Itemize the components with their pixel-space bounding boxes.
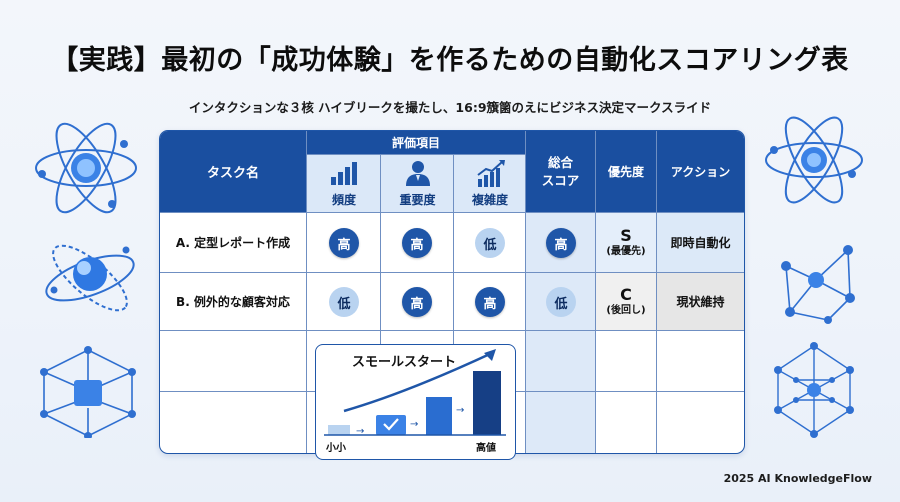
page-title: 【実践】最初の「成功体験」を作るための自動化スコアリング表: [51, 45, 849, 76]
orb-icon: [45, 244, 135, 312]
empty-cell: [657, 392, 744, 453]
row-a-action: 即時自動化: [670, 236, 731, 250]
empty-cell: [160, 331, 307, 392]
empty-cell: [596, 331, 657, 392]
score-badge: 高: [546, 228, 576, 258]
row-b-priority-cell: C (後回し): [596, 273, 657, 331]
svg-text:→: →: [410, 419, 418, 430]
footer-credit: 2025 AI KnowledgeFlow: [723, 472, 872, 485]
small-start-title: スモールスタート: [352, 355, 457, 370]
row-b-action-cell: 現状維持: [657, 273, 744, 331]
person-icon: [406, 161, 430, 186]
header-action-label: アクション: [670, 165, 731, 179]
empty-cell: [657, 331, 744, 392]
empty-cell: [160, 392, 307, 453]
header-total-label: 総合 スコア: [541, 154, 580, 188]
empty-cell: [526, 331, 596, 392]
subheader-complexity: 複雑度: [454, 155, 526, 213]
empty-cell: [454, 392, 526, 453]
small-start-low-label: 小小: [326, 443, 346, 454]
score-badge: 低: [546, 287, 576, 317]
row-a-priority-cell: S (最優先): [596, 213, 657, 273]
row-b-action: 現状維持: [676, 295, 725, 309]
row-b-label: B. 例外的な顧客対応: [160, 273, 307, 331]
score-badge: 高: [402, 228, 432, 258]
row-a-complexity-cell: 低: [454, 213, 526, 273]
score-badge: 低: [475, 228, 505, 258]
row-b-frequency-cell: 低: [307, 273, 381, 331]
score-badge: 高: [329, 228, 359, 258]
row-a-importance-cell: 高: [381, 213, 454, 273]
priority-note: (最優先): [606, 245, 646, 257]
header-eval: 評価項目: [307, 131, 526, 155]
row-b-name: B. 例外的な顧客対応: [176, 295, 290, 309]
svg-text:→: →: [456, 405, 464, 416]
row-b-total-cell: 低: [526, 273, 596, 331]
atom-icon-right: [765, 116, 863, 204]
subheader-frequency-label: 頻度: [331, 193, 356, 207]
header-action: アクション: [657, 131, 744, 213]
row-a-action-cell: 即時自動化: [657, 213, 744, 273]
svg-text:→: →: [356, 426, 364, 437]
row-a-frequency-cell: 高: [307, 213, 381, 273]
header-task: タスク名: [160, 131, 307, 213]
priority-grade: S: [620, 225, 632, 245]
cube-network-icon: [40, 346, 136, 438]
trend-chart-icon: [477, 160, 505, 187]
empty-cell: [596, 392, 657, 453]
network-icon: [781, 245, 855, 324]
row-a-label: A. 定型レポート作成: [160, 213, 307, 273]
score-badge: 高: [402, 287, 432, 317]
small-start-high-label: 高値: [476, 443, 496, 454]
bar-chart-icon: [331, 162, 357, 185]
header-total: 総合 スコア: [526, 131, 596, 213]
subheader-complexity-label: 複雑度: [471, 193, 508, 207]
row-a-name: A. 定型レポート作成: [175, 236, 291, 250]
header-priority-label: 優先度: [607, 165, 644, 179]
subheader-importance-label: 重要度: [399, 193, 436, 207]
priority-grade: C: [620, 284, 632, 304]
header-eval-label: 評価項目: [391, 136, 440, 150]
atom-icon: [35, 122, 137, 214]
small-start-callout: スモールスタート → → → 小小 高値: [315, 344, 516, 460]
empty-cell: [526, 392, 596, 453]
growth-steps-illustration: → → →: [324, 349, 506, 437]
mesh-network-icon: [774, 342, 854, 438]
header-priority: 優先度: [596, 131, 657, 213]
score-badge: 高: [475, 287, 505, 317]
subheader-frequency: 頻度: [307, 155, 381, 213]
priority-note: (後回し): [606, 304, 646, 316]
header-task-label: タスク名: [206, 166, 259, 181]
page-subtitle: インタクションな３核 ハイブリークを撮たし、16:9籏箘のえにビジネス決定マーク…: [188, 100, 712, 115]
row-b-importance-cell: 高: [381, 273, 454, 331]
row-b-complexity-cell: 高: [454, 273, 526, 331]
score-badge: 低: [329, 287, 359, 317]
row-a-total-cell: 高: [526, 213, 596, 273]
subheader-importance: 重要度: [381, 155, 454, 213]
